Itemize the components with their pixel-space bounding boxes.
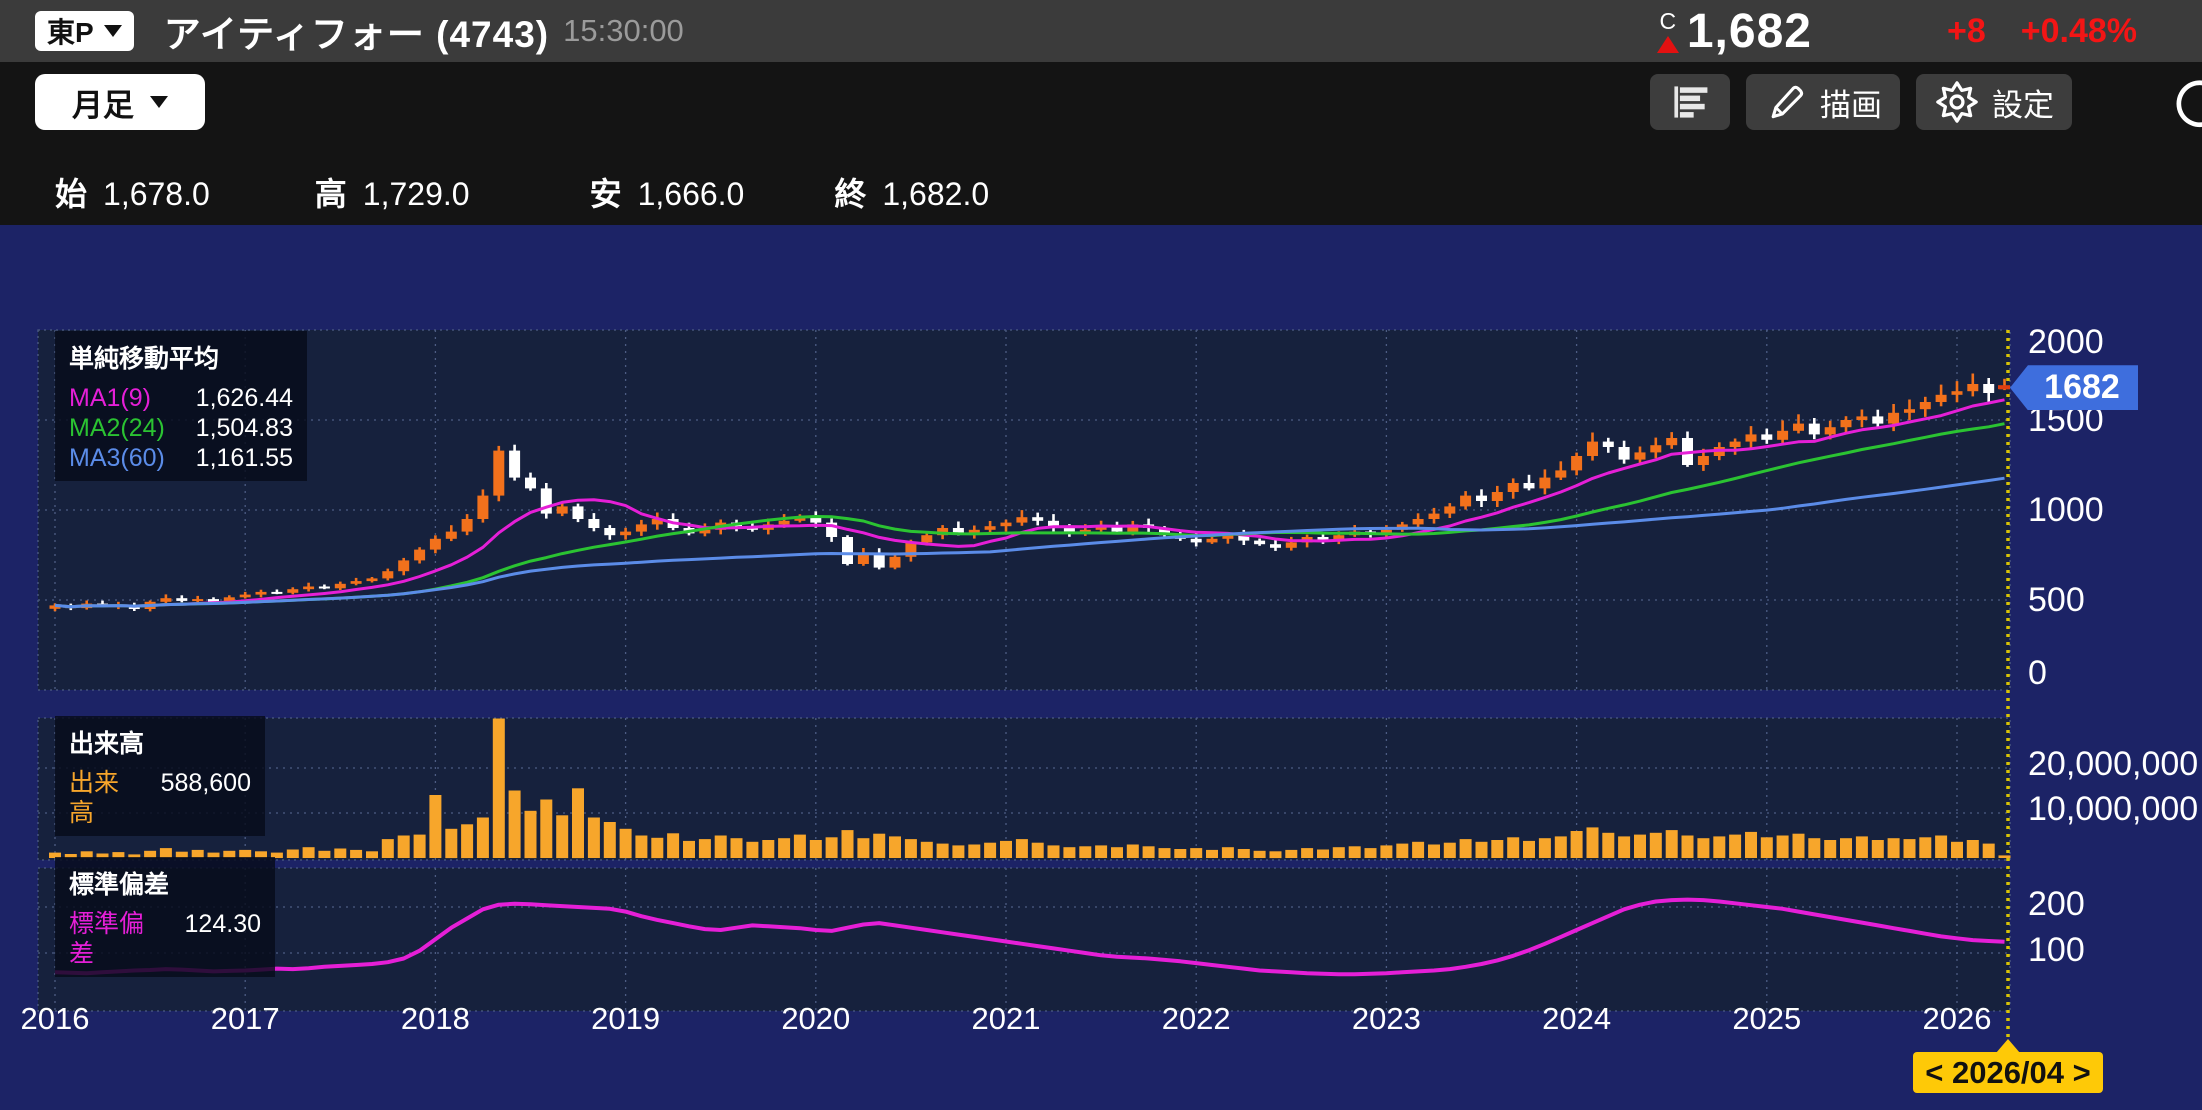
year-label: 2026 [1922,1001,1992,1036]
close-pair: 終 1,682.0 [834,169,989,215]
chart-toolbar: 月足 描画 設定 [0,62,2202,142]
open-pair: 始 1,678.0 [55,169,210,215]
sma-legend-title: 単純移動平均 [69,345,220,373]
ma1-value: 1,626.44 [195,384,293,412]
ohlc-bar: 始 1,678.0 高 1,729.0 安 1,666.0 終 1,682.0 [0,142,2202,225]
last-price: 1,682 [1686,4,1812,58]
sma-legend: 単純移動平均 MA1(9) 1,626.44 MA2(24) 1,504.83 … [55,331,307,481]
stddev-label: 標準偏差 [69,910,145,968]
indicator-list-button[interactable] [1650,74,1730,130]
ma3-label: MA3(60) [69,444,165,472]
draw-button[interactable]: 描画 [1746,74,1900,130]
price-change-percent: +0.48% [2020,11,2137,50]
ma1-label: MA1(9) [69,384,151,412]
session-flag: C [1656,8,1679,53]
date-navigator[interactable]: < 2026/04 > [1913,1052,2103,1093]
year-label: 2017 [210,1001,280,1036]
volume-legend-title: 出来高 [69,730,145,758]
stddev-value: 124.30 [184,910,261,938]
high-value: 1,729.0 [362,176,470,212]
volume-axis-label: 10,000,000 [2028,790,2199,828]
high-label: 高 [314,176,347,212]
ma2-value: 1,504.83 [195,414,293,442]
pencil-icon [1771,85,1804,119]
top-bar: 東P アイティフォー (4743) 15:30:00 C 1,682 +8 +0… [0,0,2202,62]
year-label: 2016 [20,1001,90,1036]
toolbar-right-group: 描画 設定 [1650,74,2072,130]
ma3-row: MA3(60) 1,161.55 [69,443,293,473]
gear-icon [1936,81,1978,123]
price-axis-label: 1000 [2028,491,2104,529]
ma1-row: MA1(9) 1,626.44 [69,383,293,413]
quote-time: 15:30:00 [563,13,684,48]
settings-button[interactable]: 設定 [1916,74,2072,130]
volume-axis-label: 20,000,000 [2028,745,2199,783]
quote-block: C 1,682 +8 +0.48% [1656,4,2137,59]
market-label: 東P [47,17,94,48]
volume-row: 出来高 588,600 [69,768,251,828]
stddev-row: 標準偏差 124.30 [69,909,261,969]
current-price-tag: 1682 [2010,365,2138,411]
year-label: 2019 [591,1001,661,1036]
year-label: 2021 [971,1001,1041,1036]
year-label: 2018 [400,1001,470,1036]
year-label: 2020 [781,1001,851,1036]
price-axis-label: 500 [2028,581,2085,619]
chevron-down-icon [103,25,122,37]
stddev-axis-label: 200 [2028,885,2085,923]
date-nav-pointer [1996,1039,2020,1053]
ma2-row: MA2(24) 1,504.83 [69,413,293,443]
draw-label: 描画 [1820,87,1882,123]
year-label: 2022 [1161,1001,1231,1036]
refresh-button[interactable] [2172,74,2202,130]
price-axis-label: 0 [2028,654,2047,692]
stddev-axis-label: 100 [2028,931,2085,969]
chart-canvas[interactable] [0,225,2202,1110]
settings-label: 設定 [1992,87,2054,123]
low-value: 1,666.0 [637,176,745,212]
chart-area[interactable]: 2000 1500 1000 500 0 20,000,000 10,000,000 200 1… [0,225,2202,1110]
open-label: 始 [55,176,88,212]
year-label: 2023 [1351,1001,1421,1036]
price-change: +8 [1946,11,1986,50]
bar-list-icon [1674,86,1708,118]
year-label: 2025 [1732,1001,1802,1036]
open-value: 1,678.0 [103,176,210,212]
stock-title: アイティフォー (4743) [163,14,550,55]
high-pair: 高 1,729.0 [315,169,470,215]
volume-value: 588,600 [160,769,251,797]
year-label: 2024 [1542,1001,1612,1036]
stddev-legend: 標準偏差 標準偏差 124.30 [55,857,275,977]
timeframe-selector[interactable]: 月足 [35,74,205,130]
close-flag-label: C [1659,8,1677,34]
low-label: 安 [589,176,622,212]
ma3-value: 1,161.55 [195,444,293,472]
price-axis-label: 2000 [2028,323,2104,361]
close-value: 1,682.0 [882,176,990,212]
ma2-label: MA2(24) [69,414,165,442]
volume-label: 出来高 [69,769,120,827]
market-selector[interactable]: 東P [35,11,134,51]
volume-legend: 出来高 出来高 588,600 [55,716,265,836]
up-arrow-icon [1656,36,1679,53]
low-pair: 安 1,666.0 [590,169,745,215]
close-label: 終 [834,176,867,212]
chevron-down-icon [150,96,168,108]
timeframe-label: 月足 [72,87,134,123]
stddev-legend-title: 標準偏差 [69,871,170,899]
refresh-icon [2176,80,2202,128]
